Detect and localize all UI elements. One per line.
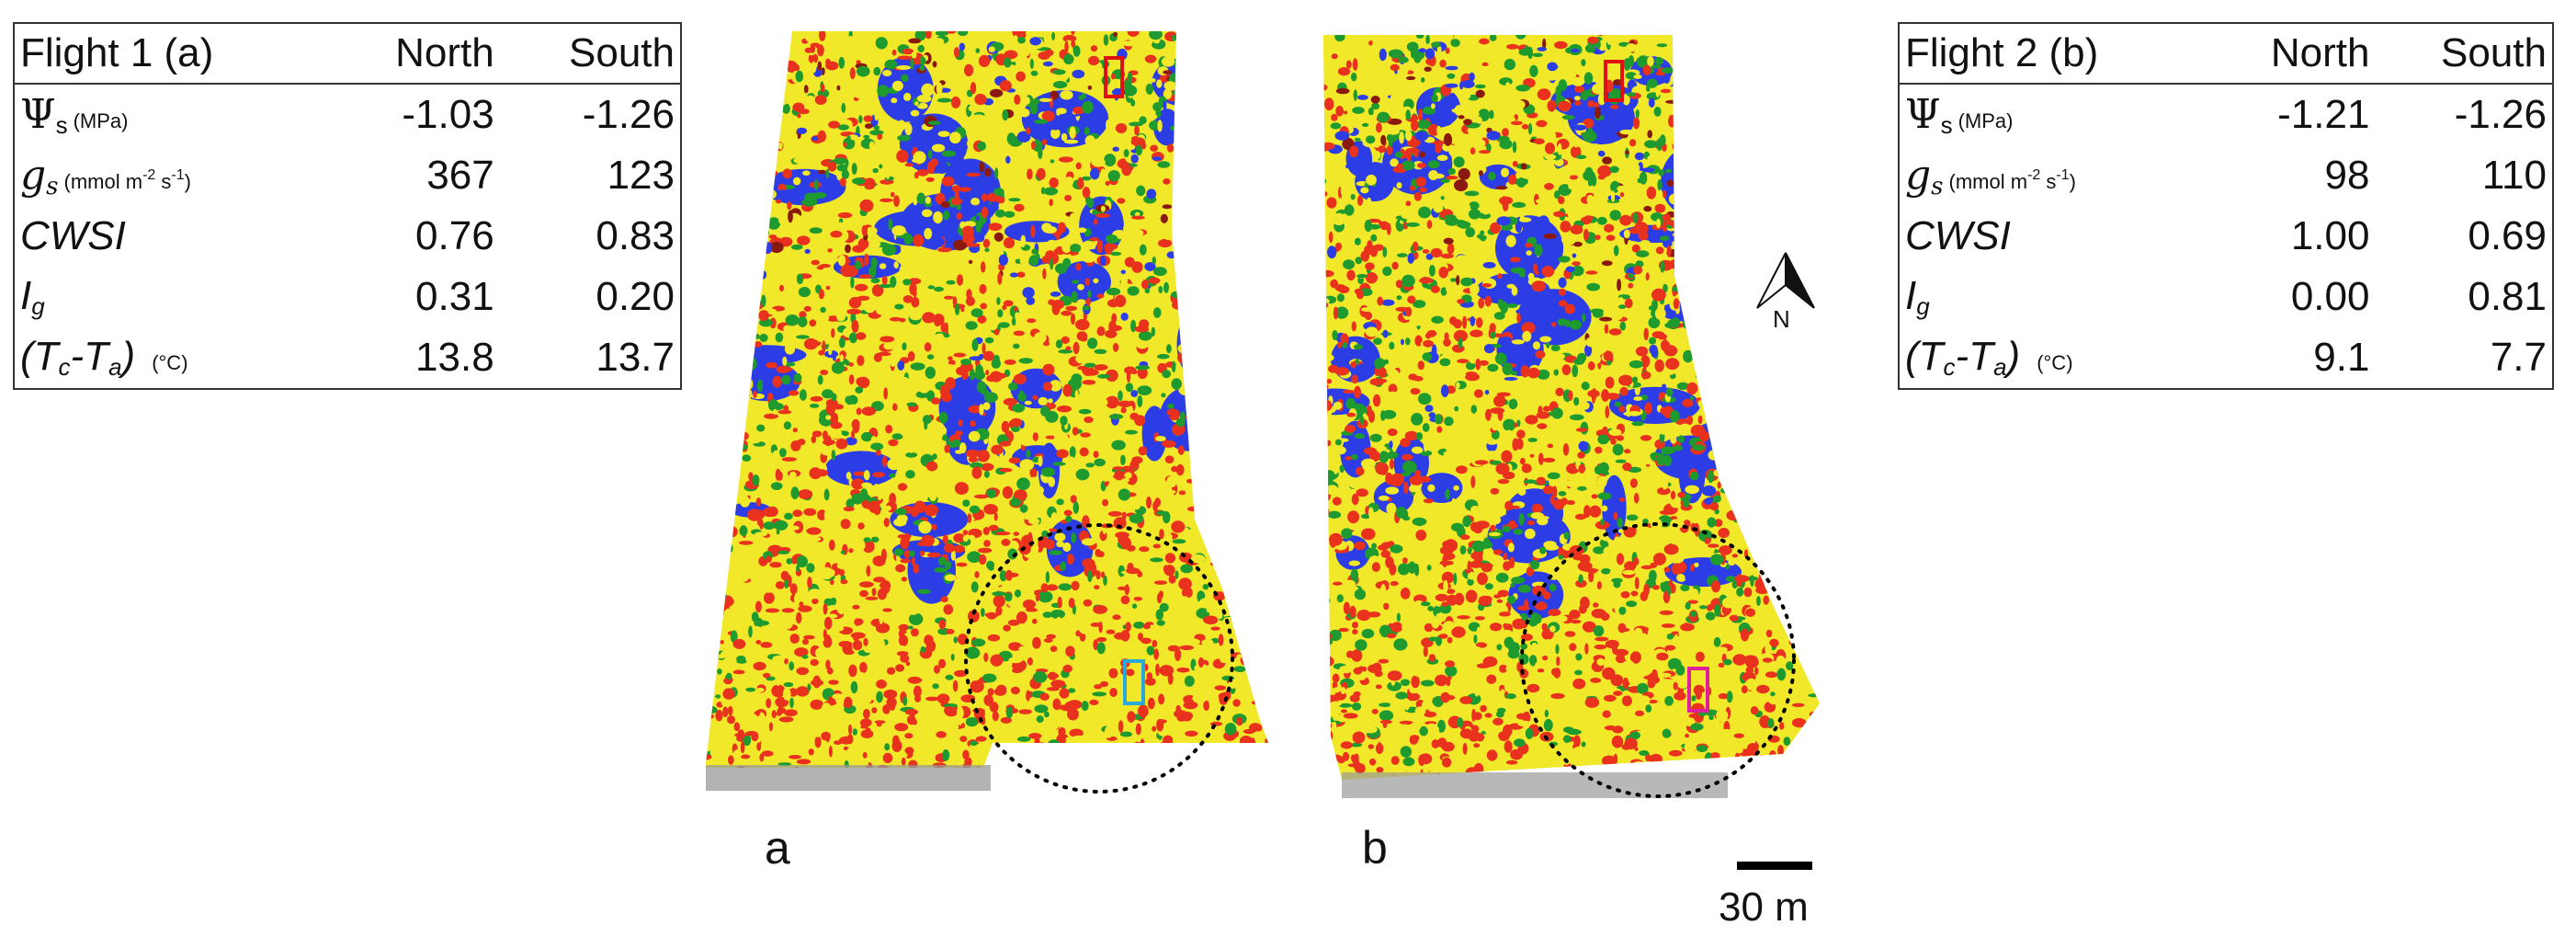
table-title: Flight 1 (a) xyxy=(14,23,331,85)
value-north: 9.1 xyxy=(2313,335,2370,380)
panel-label-b: b xyxy=(1362,822,1388,874)
row-label-cwsi: CWSI xyxy=(20,213,126,258)
map-a-bottom-shadow xyxy=(706,765,991,791)
value-south: 0.69 xyxy=(2468,213,2547,258)
value-south: 7.7 xyxy=(2490,335,2547,380)
value-north: 13.8 xyxy=(415,335,494,380)
flight2-table: Flight 2 (b) North South Ψs (MPa) -1.21 -… xyxy=(1898,22,2554,390)
table-row: CWSI 1.00 0.69 xyxy=(1899,206,2553,267)
value-south: 110 xyxy=(2481,153,2547,198)
sample-marker-south-b xyxy=(1687,667,1709,713)
map-b-bottom-shadow xyxy=(1342,772,1728,798)
row-label-ig: Ig xyxy=(20,273,45,320)
row-label-temperature-difference: (Tc-Ta) (°C) xyxy=(20,334,188,381)
value-north: 0.00 xyxy=(2290,274,2370,319)
value-north: 1.00 xyxy=(2290,213,2370,258)
north-arrow-icon xyxy=(1756,252,1815,309)
north-arrow-label: N xyxy=(1773,305,1790,333)
row-label-stomatal-conductance: gs (mmol m-2 s-1) xyxy=(1905,151,2076,200)
value-north: 0.76 xyxy=(415,213,494,258)
thermal-map-b xyxy=(1323,35,1820,780)
row-label-stomatal-conductance: gs (mmol m-2 s-1) xyxy=(20,151,191,200)
scale-bar-label: 30 m xyxy=(1719,885,1809,930)
value-north: 367 xyxy=(426,153,494,198)
table-row: gs (mmol m-2 s-1) 98 110 xyxy=(1899,145,2553,206)
table-header-row: Flight 2 (b) North South xyxy=(1899,23,2553,85)
panel-label-a: a xyxy=(765,822,790,874)
table-row: gs (mmol m-2 s-1) 367 123 xyxy=(14,145,681,206)
table-row: CWSI 0.76 0.83 xyxy=(14,206,681,267)
column-header-north: North xyxy=(330,23,500,85)
row-label-cwsi: CWSI xyxy=(1905,213,2011,258)
value-south: 13.7 xyxy=(596,335,675,380)
sample-marker-north-a xyxy=(1104,56,1124,98)
thermal-map-a xyxy=(706,31,1268,768)
row-label-stem-water-potential: Ψs (MPa) xyxy=(1905,90,2014,139)
south-zone-circle-b xyxy=(1520,522,1796,798)
south-zone-circle-a xyxy=(964,523,1234,794)
value-south: 0.20 xyxy=(596,274,675,319)
sample-marker-south-a xyxy=(1123,659,1145,705)
value-south: 0.83 xyxy=(596,213,675,258)
row-label-ig: Ig xyxy=(1905,273,1930,320)
table-header-row: Flight 1 (a) North South xyxy=(14,23,681,85)
value-north: 0.31 xyxy=(415,274,494,319)
row-label-temperature-difference: (Tc-Ta) (°C) xyxy=(1905,334,2073,381)
column-header-south: South xyxy=(2375,23,2553,85)
table-row: (Tc-Ta) (°C) 13.8 13.7 xyxy=(14,327,681,389)
column-header-north: North xyxy=(2208,23,2376,85)
row-label-stem-water-potential: Ψs (MPa) xyxy=(20,90,129,139)
value-north: -1.21 xyxy=(2277,92,2370,137)
table-row: Ψs (MPa) -1.03 -1.26 xyxy=(14,84,681,145)
value-south: -1.26 xyxy=(2454,92,2547,137)
value-south: 123 xyxy=(607,153,675,198)
flight1-table: Flight 1 (a) North South Ψs (MPa) -1.03 -… xyxy=(13,22,682,390)
scale-bar xyxy=(1737,862,1812,870)
value-north: 98 xyxy=(2324,153,2370,198)
sample-marker-north-b xyxy=(1604,60,1624,102)
table-title: Flight 2 (b) xyxy=(1899,23,2209,85)
table-row: Ig 0.31 0.20 xyxy=(14,267,681,327)
value-north: -1.03 xyxy=(402,92,494,137)
table-row: Ψs (MPa) -1.21 -1.26 xyxy=(1899,84,2553,145)
table-row: (Tc-Ta) (°C) 9.1 7.7 xyxy=(1899,327,2553,389)
value-south: -1.26 xyxy=(582,92,675,137)
table-row: Ig 0.00 0.81 xyxy=(1899,267,2553,327)
column-header-south: South xyxy=(499,23,681,85)
value-south: 0.81 xyxy=(2468,274,2547,319)
